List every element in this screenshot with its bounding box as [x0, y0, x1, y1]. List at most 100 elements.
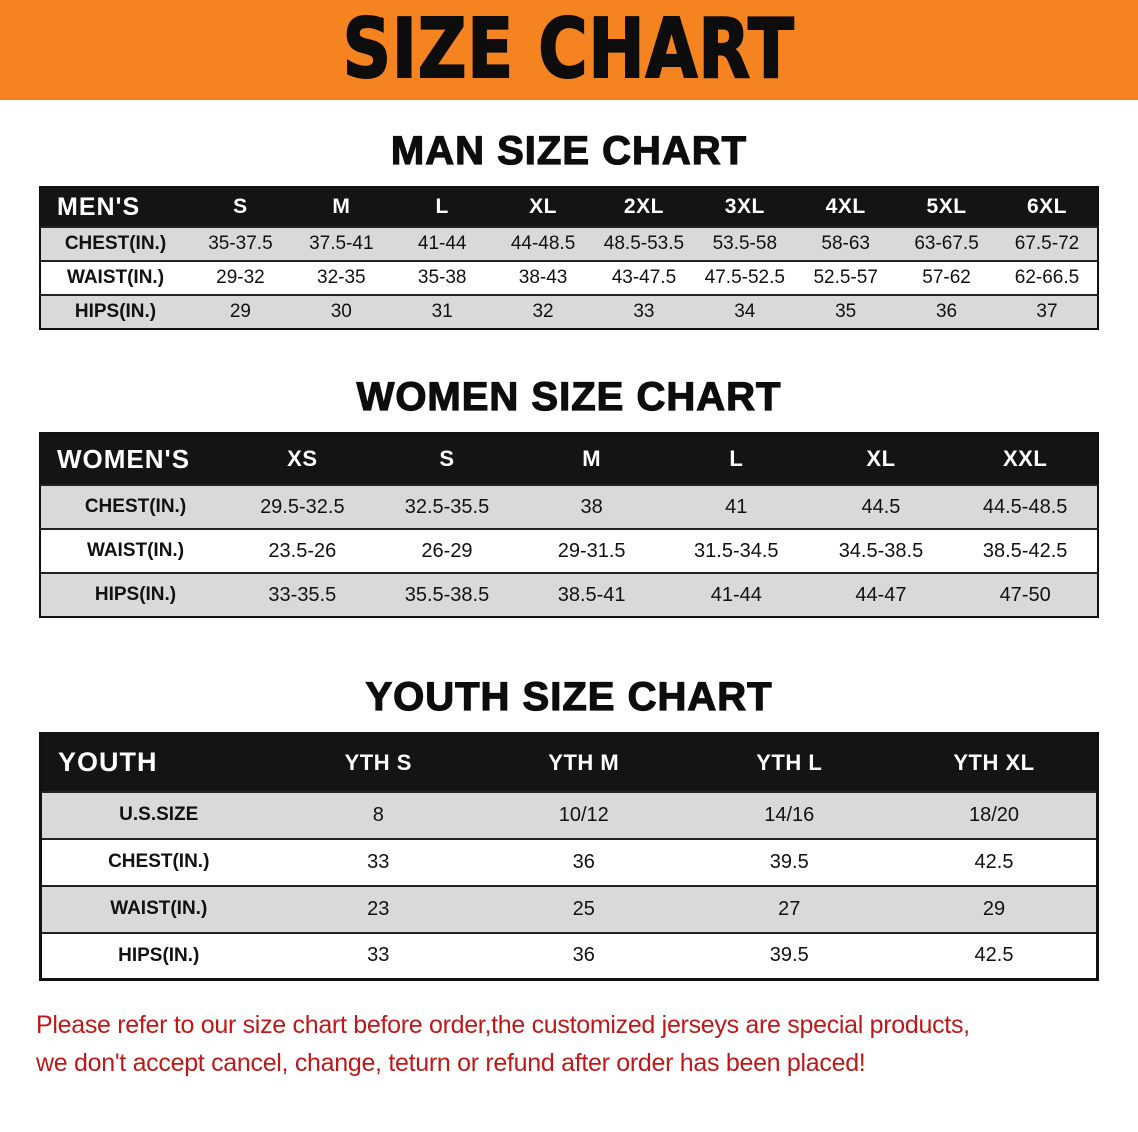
size-value: 35-38	[417, 267, 467, 288]
table-row: U.S.SIZE 8 10/12 14/16 18/20	[40, 791, 1098, 839]
section-heading: WOMEN SIZE CHART	[356, 374, 782, 419]
size-value: 38-43	[518, 267, 568, 288]
size-column-header: XL	[529, 195, 557, 218]
table-header: YOUTH YTH S YTH M YTH L YTH XL	[40, 733, 1098, 792]
row-label: HIPS(IN.)	[118, 944, 200, 966]
table-row: WAIST(IN.) 23.5-26 26-29 29-31.5 31.5-34.5 34…	[40, 529, 1098, 573]
size-value: 35-37.5	[208, 233, 273, 254]
size-value: 31.5-34.5	[694, 539, 779, 562]
size-value: 31	[431, 301, 453, 322]
header-row: MEN'S S M L XL 2XL 3XL 4XL 5XL 6XL	[40, 187, 1098, 227]
disclaimer-line-1: Please refer to our size chart before or…	[36, 1011, 970, 1039]
size-value: 32	[532, 301, 554, 322]
size-value: 29	[229, 301, 251, 322]
size-column-header: 3XL	[724, 195, 765, 218]
size-column-header: L	[729, 446, 744, 471]
table-row: WAIST(IN.) 29-32 32-35 35-38 38-43 43-47.5 47.…	[40, 261, 1098, 295]
size-value: 8	[372, 803, 384, 826]
size-value: 29-32	[216, 267, 265, 288]
size-value: 29	[982, 897, 1006, 920]
size-value: 34	[734, 301, 756, 322]
table-group-label: WOMEN'S	[57, 443, 191, 474]
row-label: U.S.SIZE	[119, 804, 199, 825]
table-header: WOMEN'S XS S M L XL XXL	[40, 433, 1098, 485]
size-value: 23	[367, 897, 390, 920]
row-label: WAIST(IN.)	[110, 898, 208, 919]
header-row: YOUTH YTH S YTH M YTH L YTH XL	[40, 733, 1098, 792]
size-column-header: M	[582, 446, 602, 471]
disclaimer: Please refer to our size chart before or…	[36, 1007, 1138, 1082]
size-column-header: XL	[866, 446, 896, 471]
size-value: 37	[1036, 301, 1058, 322]
row-label: CHEST(IN.)	[64, 233, 167, 254]
section-heading: YOUTH SIZE CHART	[365, 674, 773, 719]
size-value: 58-63	[821, 233, 870, 254]
size-value: 27	[778, 897, 801, 920]
size-column-header: XXL	[1002, 446, 1048, 471]
size-table: YOUTH YTH S YTH M YTH L YTH XL U.S.SIZE 8 10/1…	[39, 732, 1099, 981]
size-value: 53.5-58	[712, 233, 778, 254]
size-value: 14/16	[764, 803, 815, 826]
size-value: 42.5	[974, 850, 1014, 873]
size-value: 33	[633, 301, 655, 322]
size-value: 26-29	[421, 539, 473, 562]
size-column-header: XS	[287, 446, 318, 471]
size-section: YOUTH SIZE CHART YOUTH YTH S YTH M YTH L YTH…	[0, 674, 1138, 981]
row-label: CHEST(IN.)	[108, 851, 210, 872]
table-row: HIPS(IN.) 33 36 39.5 42.5	[40, 932, 1098, 980]
size-value: 47.5-52.5	[704, 267, 785, 288]
row-label: HIPS(IN.)	[74, 301, 157, 322]
size-column-header: S	[439, 446, 455, 471]
size-value: 36	[935, 301, 958, 322]
size-value: 63-67.5	[914, 233, 979, 254]
table-group-label: MEN'S	[57, 192, 141, 221]
size-column-header: M	[332, 195, 351, 218]
page-title: SIZE CHART	[342, 2, 796, 97]
section-heading: MAN SIZE CHART	[390, 128, 748, 173]
size-column-header: 6XL	[1026, 195, 1067, 218]
size-column-header: YTH S	[344, 749, 412, 775]
table-header: MEN'S S M L XL 2XL 3XL 4XL 5XL 6XL	[40, 187, 1098, 227]
size-value: 48.5-53.5	[603, 233, 685, 254]
table-row: CHEST(IN.) 33 36 39.5 42.5	[40, 838, 1098, 886]
table-group-label: YOUTH	[58, 747, 158, 778]
size-value: 42.5	[974, 944, 1014, 967]
size-value: 30	[330, 301, 352, 322]
size-section: MAN SIZE CHART MEN'S S M L XL 2XL 3XL 4XL 5XL 6XL…	[0, 128, 1138, 330]
size-value: 44.5	[861, 495, 901, 518]
size-value: 35	[835, 301, 857, 322]
size-column-header: YTH M	[548, 749, 620, 775]
size-value: 29.5-32.5	[260, 495, 345, 518]
size-value: 38.5-42.5	[982, 539, 1068, 562]
size-section: WOMEN SIZE CHART WOMEN'S XS S M L XL XXL CHEST…	[0, 374, 1138, 618]
table-body: U.S.SIZE 8 10/12 14/16 18/20 CHEST(IN.) 33 36 39…	[40, 791, 1098, 980]
size-value: 33	[367, 944, 390, 967]
table-row: HIPS(IN.) 29 30 31 32 33 34 35 36 37	[40, 295, 1098, 329]
size-column-header: YTH XL	[953, 749, 1035, 775]
size-value: 10/12	[558, 803, 609, 826]
size-column-header: S	[233, 195, 248, 218]
size-column-header: L	[435, 195, 449, 218]
table-body: CHEST(IN.) 29.5-32.5 32.5-35.5 38 41 44.5 44.5…	[40, 485, 1098, 617]
size-column-header: 5XL	[926, 195, 967, 218]
size-value: 32.5-35.5	[404, 495, 490, 518]
size-table: MEN'S S M L XL 2XL 3XL 4XL 5XL 6XL CHEST(IN.) 35-3…	[39, 186, 1099, 330]
table-row: CHEST(IN.) 35-37.5 37.5-41 41-44 44-48.5 48.5…	[40, 227, 1098, 261]
header-row: WOMEN'S XS S M L XL XXL	[40, 433, 1098, 485]
size-value: 34.5-38.5	[838, 539, 924, 562]
table-row: CHEST(IN.) 29.5-32.5 32.5-35.5 38 41 44.5 44.5…	[40, 485, 1098, 529]
size-value: 39.5	[769, 850, 809, 873]
size-value: 23.5-26	[268, 539, 337, 562]
size-value: 29-31.5	[557, 539, 626, 562]
size-value: 18/20	[968, 803, 1020, 826]
size-value: 33	[367, 850, 390, 873]
row-label: CHEST(IN.)	[84, 496, 187, 517]
size-column-header: YTH L	[756, 749, 823, 775]
size-value: 25	[572, 897, 595, 920]
size-column-header: 2XL	[623, 195, 664, 218]
size-value: 38.5-41	[557, 583, 626, 606]
row-label: WAIST(IN.)	[86, 540, 185, 561]
disclaimer-line-2: we don't accept cancel, change, teturn o…	[36, 1048, 866, 1077]
size-sections: MAN SIZE CHART MEN'S S M L XL 2XL 3XL 4XL 5XL 6XL…	[0, 128, 1138, 981]
